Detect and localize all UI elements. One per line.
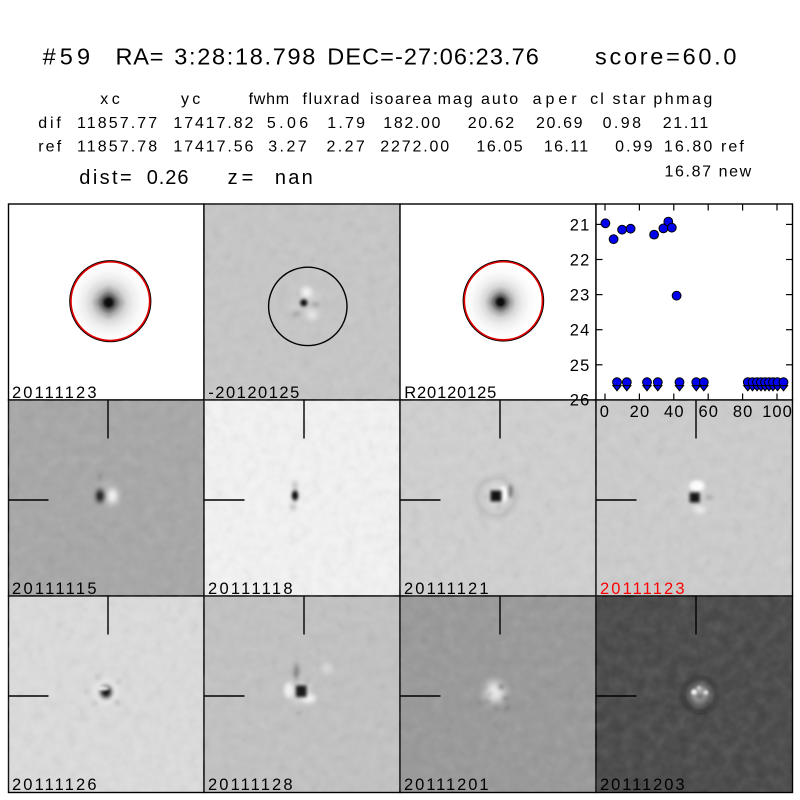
- svg-text:cl star: cl star: [590, 91, 646, 108]
- svg-text:2.27: 2.27: [327, 139, 365, 156]
- svg-text:25: 25: [570, 357, 590, 375]
- svg-text:#59: #59: [43, 43, 91, 69]
- svg-text:20.69: 20.69: [536, 115, 583, 132]
- svg-text:R20120125: R20120125: [404, 384, 496, 402]
- svg-text:40: 40: [664, 403, 684, 421]
- svg-text:0: 0: [600, 403, 609, 421]
- svg-text:16.87 new: 16.87 new: [665, 164, 752, 181]
- svg-text:16.80 ref: 16.80 ref: [664, 139, 744, 156]
- svg-text:fluxrad: fluxrad: [303, 91, 360, 108]
- svg-text:3:28:18.798: 3:28:18.798: [174, 43, 315, 69]
- svg-text:16.11: 16.11: [544, 139, 588, 156]
- svg-text:17417.82: 17417.82: [173, 115, 253, 132]
- svg-text:yc: yc: [181, 91, 200, 108]
- svg-text:xc: xc: [100, 91, 120, 108]
- svg-text:17417.56: 17417.56: [173, 139, 253, 156]
- svg-text:20111203: 20111203: [600, 776, 685, 794]
- svg-text:3.27: 3.27: [268, 139, 307, 156]
- svg-text:mag auto: mag auto: [438, 91, 519, 108]
- svg-text:11857.78: 11857.78: [77, 139, 157, 156]
- svg-text:0.26: 0.26: [147, 167, 189, 189]
- svg-text:20111123: 20111123: [12, 384, 97, 402]
- svg-text:RA=: RA=: [116, 43, 164, 69]
- svg-text:5.06: 5.06: [267, 115, 308, 132]
- svg-text:16.05: 16.05: [476, 139, 522, 156]
- svg-text:100: 100: [762, 403, 792, 421]
- svg-text:80: 80: [733, 403, 753, 421]
- svg-text:0.98: 0.98: [603, 115, 641, 132]
- svg-text:23: 23: [570, 287, 590, 305]
- svg-text:182.00: 182.00: [383, 115, 440, 132]
- svg-text:20111121: 20111121: [404, 580, 489, 598]
- svg-text:nan: nan: [275, 167, 313, 189]
- svg-text:20111128: 20111128: [208, 776, 293, 794]
- svg-text:20111126: 20111126: [12, 776, 97, 794]
- svg-text:z=: z=: [228, 167, 254, 189]
- svg-text:0.99: 0.99: [615, 139, 652, 156]
- svg-text:21.11: 21.11: [663, 115, 709, 132]
- svg-text:dif: dif: [38, 115, 61, 132]
- svg-text:26: 26: [570, 391, 590, 409]
- svg-text:phmag: phmag: [653, 91, 712, 108]
- svg-text:60: 60: [698, 403, 718, 421]
- svg-text:ref: ref: [38, 139, 62, 156]
- svg-text:fwhm: fwhm: [249, 91, 290, 108]
- svg-text:1.79: 1.79: [327, 115, 365, 132]
- svg-text:isoarea: isoarea: [370, 91, 432, 108]
- svg-text:24: 24: [570, 322, 590, 340]
- svg-text:20: 20: [630, 403, 650, 421]
- svg-text:20111201: 20111201: [404, 776, 489, 794]
- svg-text:21: 21: [570, 216, 590, 234]
- svg-text:dist=: dist=: [79, 167, 131, 189]
- svg-text:aper: aper: [533, 91, 578, 108]
- svg-text:11857.77: 11857.77: [77, 115, 157, 132]
- svg-text:DEC=-27:06:23.76: DEC=-27:06:23.76: [327, 43, 539, 69]
- svg-text:20.62: 20.62: [468, 115, 515, 132]
- svg-text:score=60.0: score=60.0: [595, 43, 737, 69]
- svg-text:22: 22: [570, 252, 590, 270]
- svg-text:20111123: 20111123: [600, 580, 685, 598]
- svg-text:-20120125: -20120125: [208, 384, 299, 402]
- svg-text:2272.00: 2272.00: [380, 139, 449, 156]
